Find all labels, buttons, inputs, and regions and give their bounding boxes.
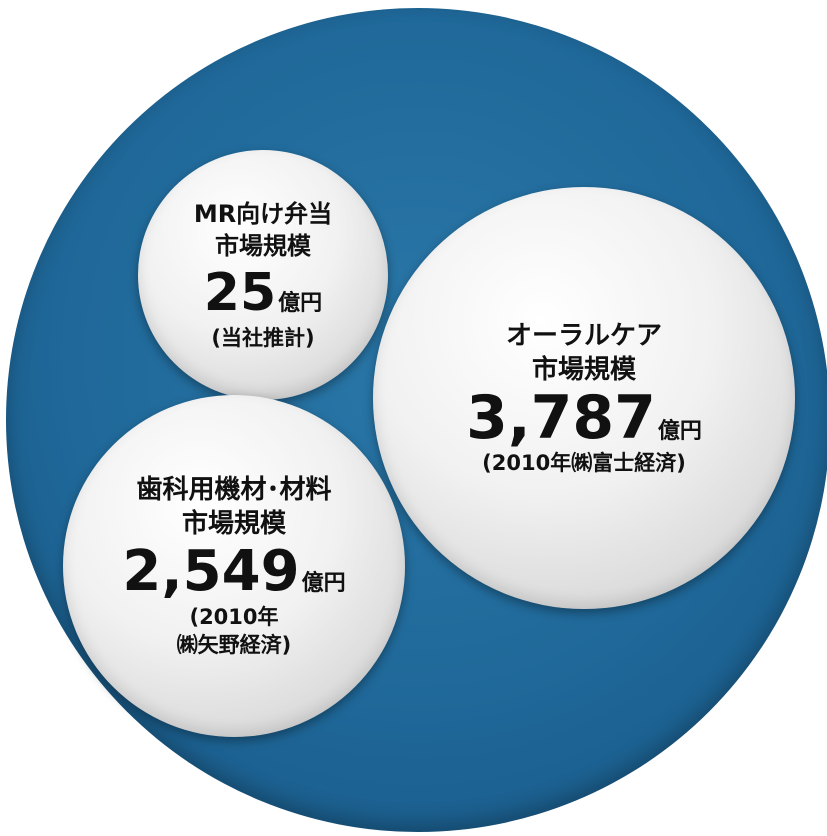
mr-title-line1: MR向け弁当: [193, 200, 333, 228]
dental-source-line2: ㈱矢野経済): [176, 633, 292, 657]
oral-care-bubble: オーラルケア 市場規模 3,787 億円 (2010年㈱富士経済): [373, 187, 795, 609]
oral-unit: 億円: [657, 419, 702, 444]
oral-title-line2: 市場規模: [531, 355, 636, 385]
mr-source: (当社推計): [211, 326, 315, 350]
dental-title-line2: 市場規模: [181, 509, 286, 539]
dental-materials-bubble: 歯科用機材･材料 市場規模 2,549 億円 (2010年 ㈱矢野経済): [63, 395, 405, 737]
mr-value-line: 25 億円: [204, 262, 322, 324]
dental-source-line1: (2010年: [189, 605, 279, 629]
dental-title-line1: 歯科用機材･材料: [136, 475, 332, 505]
dental-unit: 億円: [301, 571, 346, 596]
oral-title-line1: オーラルケア: [505, 321, 662, 351]
oral-value-line: 3,787 億円: [466, 387, 702, 449]
mr-unit: 億円: [278, 291, 323, 316]
mr-bento-bubble: MR向け弁当 市場規模 25 億円 (当社推計): [138, 150, 388, 400]
mr-value: 25: [203, 263, 277, 323]
dental-value-line: 2,549 億円: [122, 541, 345, 603]
dental-value: 2,549: [122, 539, 300, 604]
oral-value: 3,787: [466, 383, 656, 453]
oral-source: (2010年㈱富士経済): [482, 451, 686, 475]
mr-title-line2: 市場規模: [215, 232, 311, 260]
